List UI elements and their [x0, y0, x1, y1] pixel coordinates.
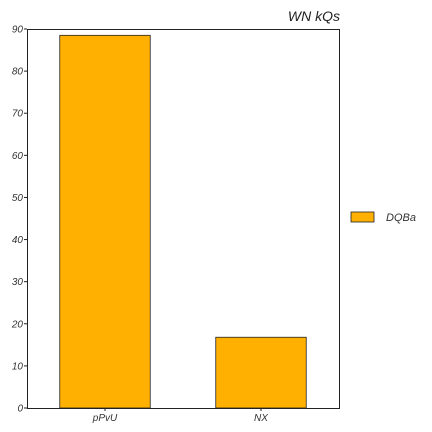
bar-NX — [215, 336, 307, 409]
y-tick-label: 90 — [12, 25, 24, 36]
y-tick-label: 70 — [12, 109, 24, 120]
y-axis: 0 10 20 30 40 50 60 70 80 90 — [11, 25, 27, 415]
legend-swatch — [350, 211, 375, 223]
legend: DQBa — [350, 211, 416, 224]
bar-pPvU — [59, 34, 151, 409]
y-tick-label: 80 — [12, 67, 24, 78]
x-tick-label: NX — [254, 413, 268, 424]
y-tick-label: 60 — [12, 151, 24, 162]
y-tick-label: 50 — [12, 193, 24, 204]
legend-label: DQBa — [386, 212, 416, 224]
chart-title: WN kQs — [288, 8, 340, 24]
y-tick-label: 20 — [11, 319, 24, 330]
bars-group — [59, 34, 307, 409]
y-tick-label: 0 — [17, 404, 23, 415]
y-tick-label: 30 — [12, 277, 24, 288]
x-axis: pPvU NX — [92, 408, 268, 424]
x-tick-label: pPvU — [92, 413, 118, 424]
y-tick-label: 40 — [12, 235, 24, 246]
plot-frame — [27, 29, 340, 409]
y-tick-label: 10 — [12, 361, 24, 372]
